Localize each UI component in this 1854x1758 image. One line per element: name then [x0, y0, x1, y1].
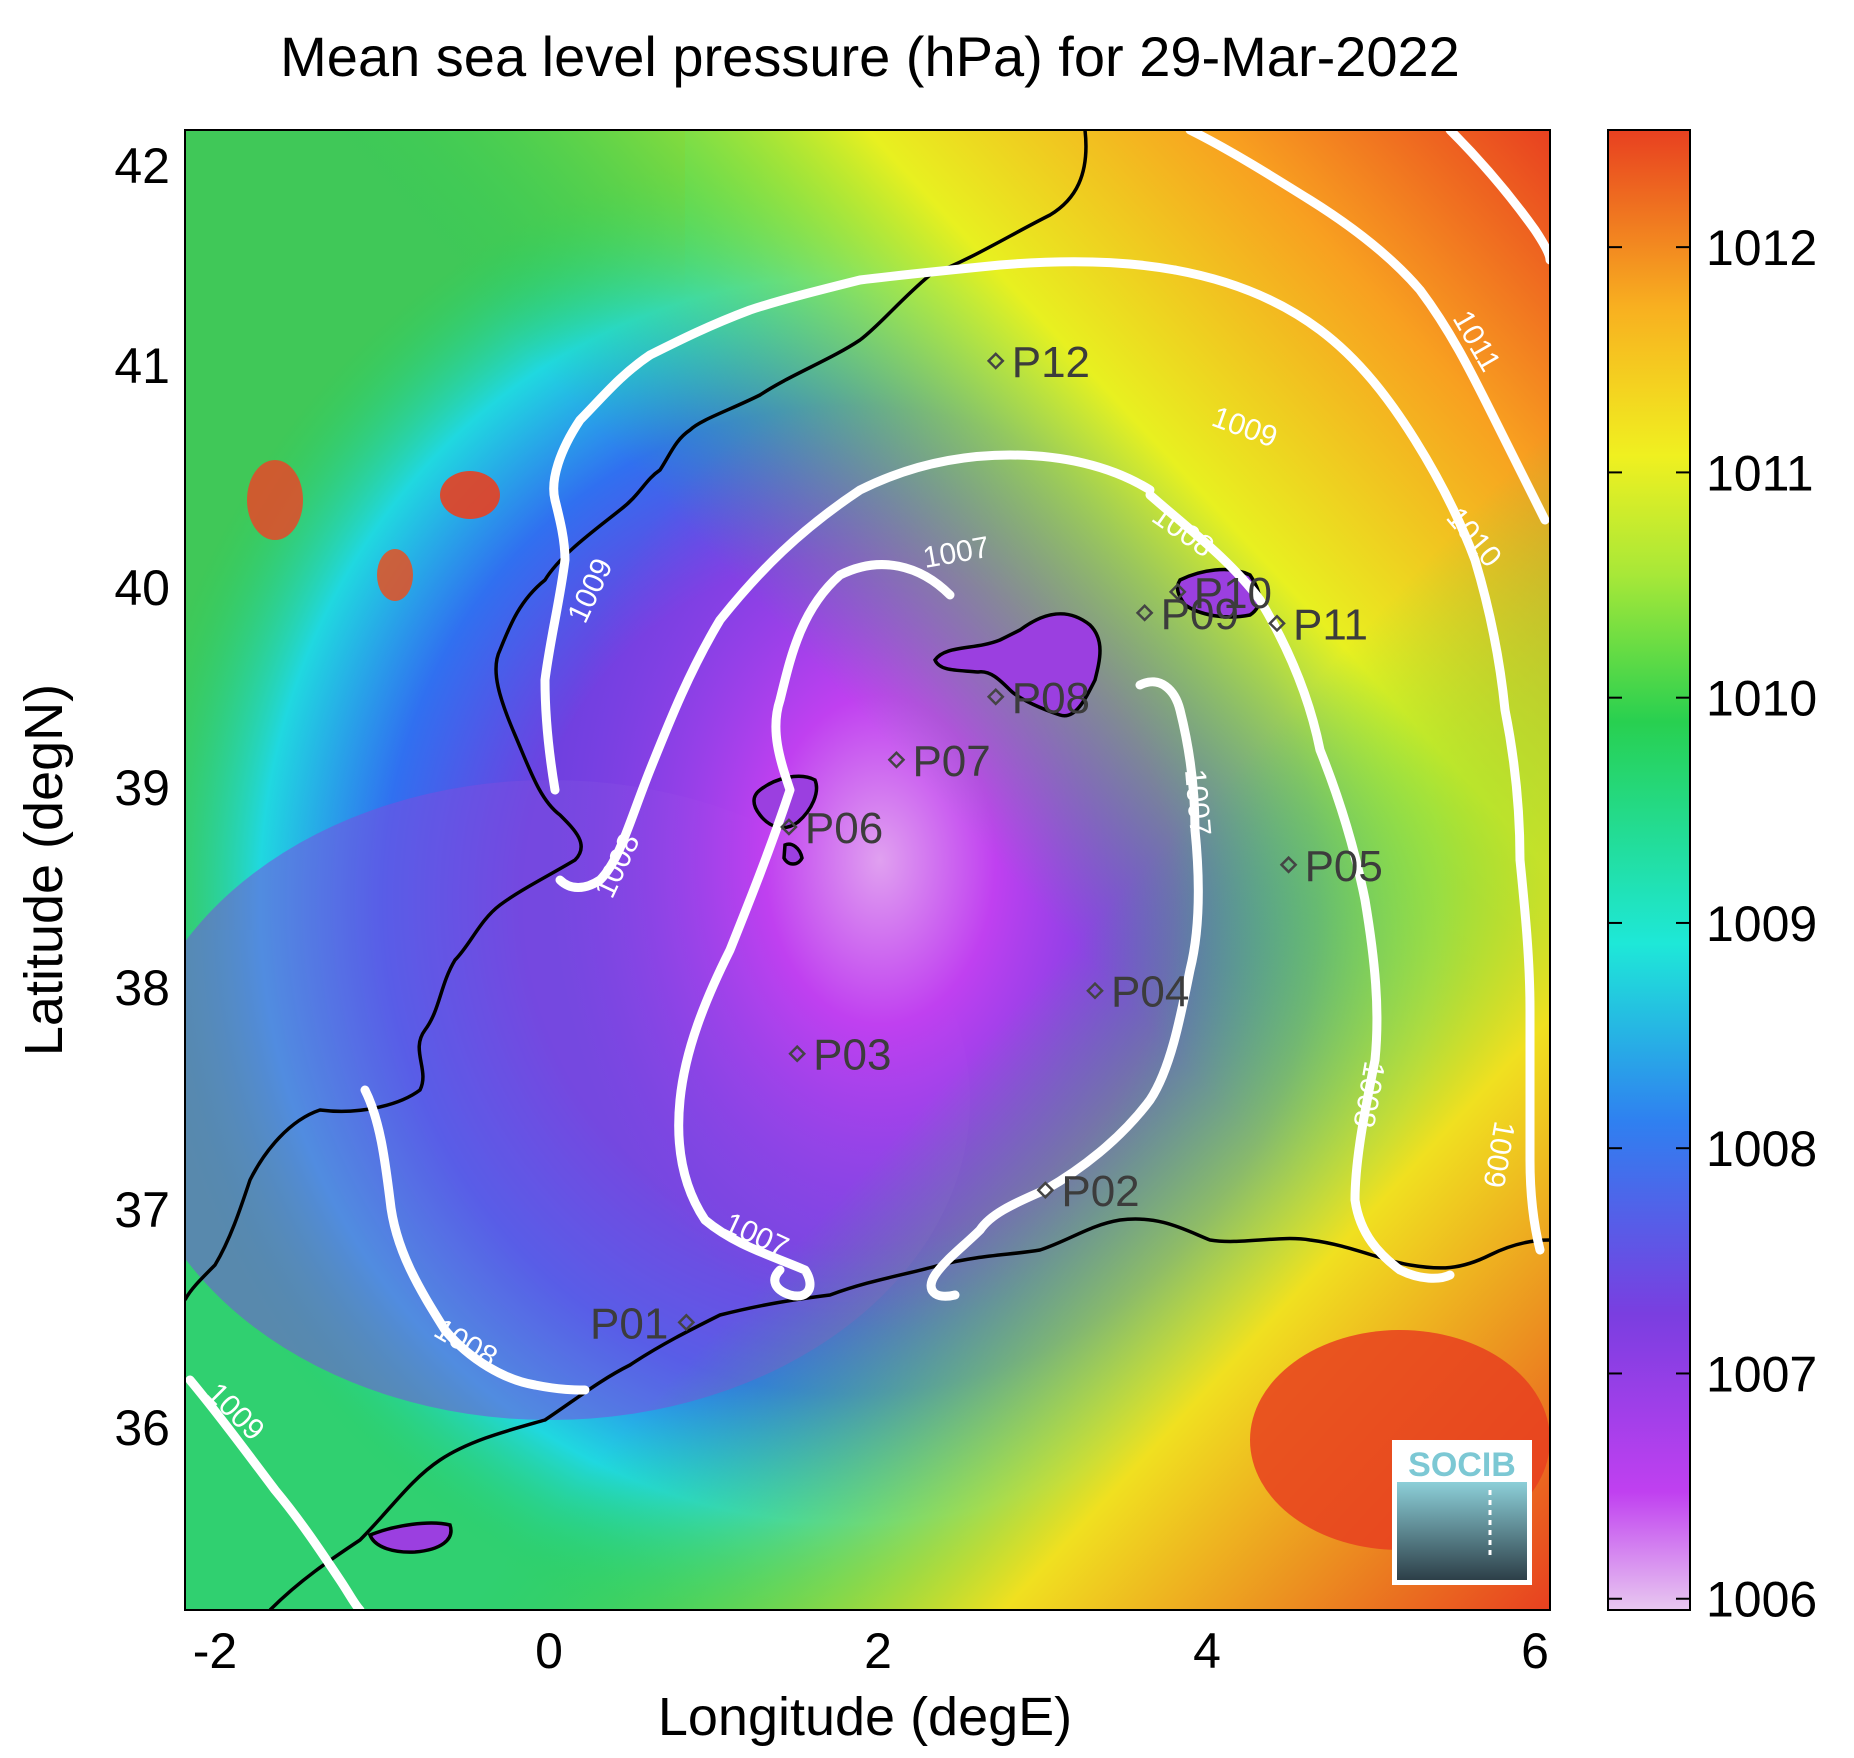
station-label: P03	[813, 1031, 891, 1080]
station-label: P11	[1293, 600, 1368, 649]
island-formentera	[782, 842, 804, 866]
island-alboran	[367, 1521, 453, 1554]
island-mallorca	[933, 612, 1102, 718]
contour-1009-sw	[185, 1375, 365, 1610]
coastline-spain	[185, 130, 1088, 1301]
y-tick-label: 40	[114, 560, 170, 616]
coastline-africa	[268, 1217, 1550, 1610]
station-label: P02	[1061, 1167, 1139, 1216]
colorbar-tick-label: 1012	[1706, 220, 1817, 276]
x-tick-label: 2	[864, 1623, 892, 1679]
station-marker	[887, 750, 906, 769]
contour-1009-west	[540, 350, 655, 795]
y-axis: 42 41 40 39 38 37 36 Latitude (degN)	[14, 138, 170, 1456]
contour-1011-corner	[1445, 130, 1550, 265]
map-frame	[184, 129, 1551, 1611]
y-tick-label: 36	[114, 1400, 170, 1456]
y-axis-label: Latitude (degN)	[14, 684, 74, 1056]
colorbar-ticks: 1012 1011 1010 1009 1008 1007 1006	[1608, 220, 1817, 1628]
x-tick-label: 4	[1193, 1623, 1221, 1679]
station-label: P04	[1111, 968, 1189, 1017]
station-label: P01	[590, 1299, 668, 1348]
station-marker	[986, 352, 1005, 370]
map-area: 1009 1008 1007 1007 1008 1009 1008 1007 …	[185, 130, 1550, 1610]
station-label: P06	[805, 804, 883, 853]
station-label: P12	[1012, 338, 1090, 387]
y-tick-label: 38	[114, 960, 170, 1016]
y-tick-label: 39	[114, 760, 170, 816]
x-axis: -2 0 2 4 6 Longitude (degE)	[193, 1623, 1549, 1747]
colorbar-tick-label: 1009	[1706, 896, 1817, 952]
colorbar: 1012 1011 1010 1009 1008 1007 1006	[1607, 129, 1817, 1628]
contour-1010	[1185, 130, 1550, 525]
y-tick-label: 41	[114, 338, 170, 394]
station-label: P10	[1194, 569, 1272, 618]
contour-1008-inner-north	[555, 450, 1155, 892]
contour-1008-east	[1145, 490, 1455, 1283]
land-hotspot	[377, 549, 413, 601]
land-hotspot	[440, 471, 500, 519]
map-title: Mean sea level pressure (hPa) for 29-Mar…	[280, 25, 1460, 88]
y-tick-label: 42	[114, 138, 170, 194]
station-label: P09	[1161, 590, 1239, 639]
colorbar-tick-label: 1006	[1706, 1572, 1817, 1628]
colorbar-tick-label: 1010	[1706, 671, 1817, 727]
station-marker	[1279, 855, 1298, 874]
contour-1007-east	[926, 677, 1203, 1301]
colorbar-tick-label: 1007	[1706, 1346, 1817, 1402]
colorbar-ramp	[1607, 129, 1691, 1611]
logo-text: SOCIB	[1408, 1446, 1516, 1484]
station-label: P07	[912, 737, 990, 786]
colorbar-tick-label: 1008	[1706, 1121, 1817, 1177]
colorbar-tick-label: 1011	[1706, 445, 1814, 501]
station-label: P05	[1305, 842, 1383, 891]
contour-1007-west	[674, 560, 955, 1301]
station-marker	[986, 687, 1005, 706]
station-marker	[780, 818, 798, 836]
station-marker	[677, 1313, 696, 1332]
land-hotspot	[247, 460, 303, 540]
station-marker	[1168, 583, 1187, 601]
socib-logo: SOCIB	[1392, 1440, 1532, 1585]
station-label: P08	[1012, 674, 1090, 723]
station-marker	[1135, 603, 1154, 622]
station-marker	[788, 1044, 807, 1063]
logo-image	[1397, 1482, 1527, 1580]
contour-1009-east	[1170, 265, 1545, 1255]
x-axis-label: Longitude (degE)	[658, 1687, 1072, 1747]
contour-1009-north	[645, 257, 1180, 360]
x-tick-label: -2	[193, 1623, 237, 1679]
station-marker	[1268, 614, 1286, 633]
station-marker	[1036, 1181, 1055, 1199]
contour-1008-south	[360, 1085, 590, 1395]
x-tick-label: 0	[535, 1623, 563, 1679]
contour-label: 1007	[1178, 768, 1217, 837]
y-tick-label: 37	[114, 1182, 170, 1238]
station-marker	[1086, 981, 1104, 1000]
x-tick-label: 6	[1521, 1623, 1549, 1679]
